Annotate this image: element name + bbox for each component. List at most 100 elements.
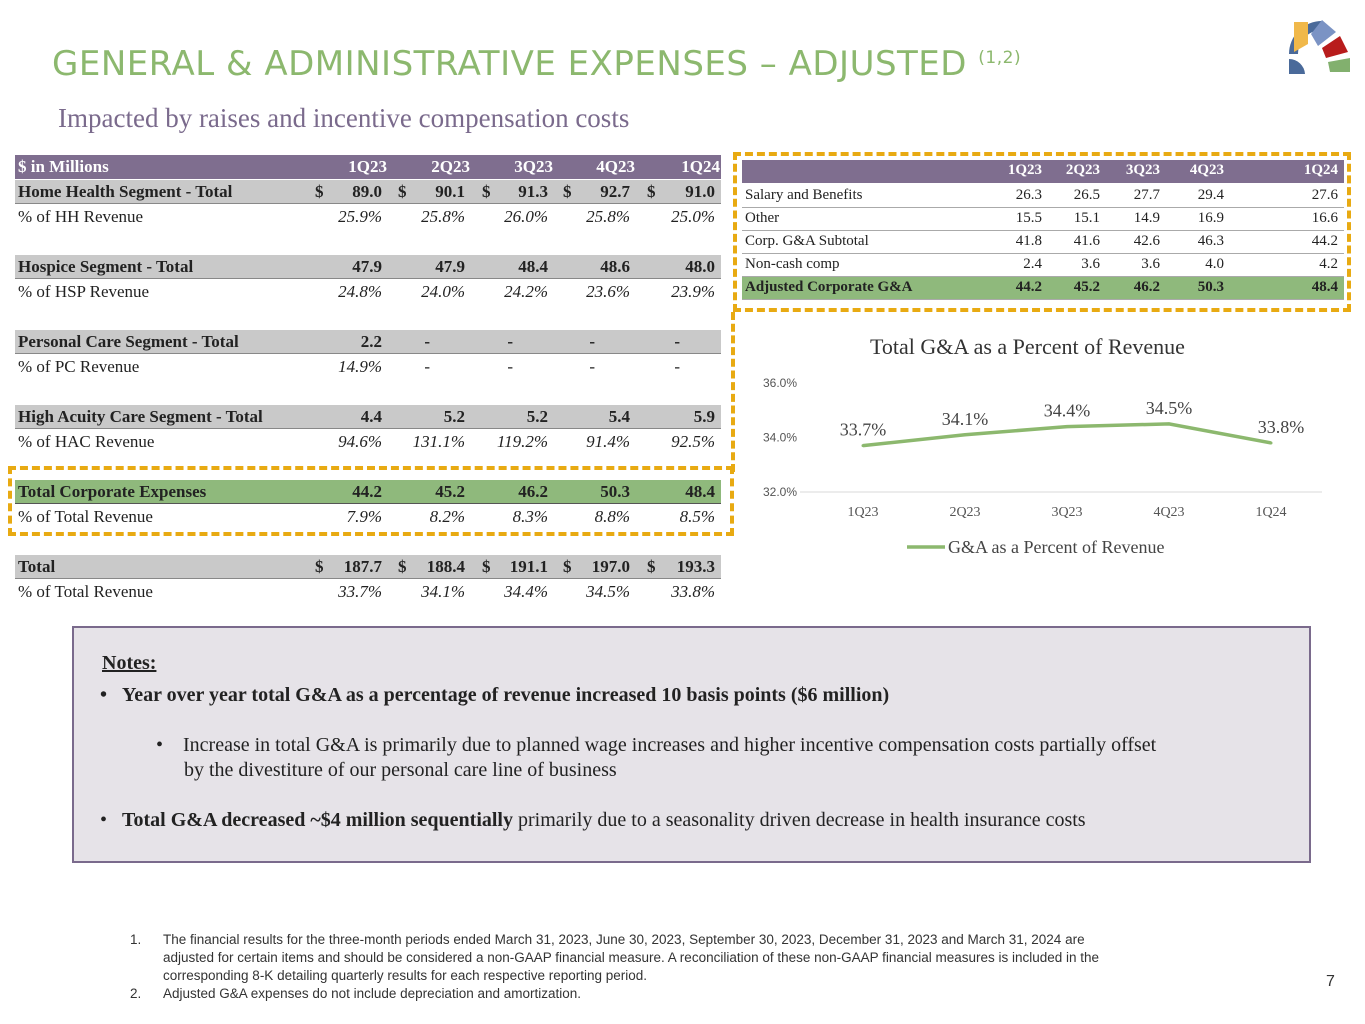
cell-value: 47.9 — [435, 257, 465, 276]
cell-value: - — [507, 357, 513, 376]
cell-value: 16.6 — [1311, 210, 1338, 226]
row-label: % of PC Revenue — [18, 357, 140, 376]
dollar-sign: $ — [647, 557, 656, 576]
dollar-sign: $ — [482, 557, 491, 576]
cell-value: - — [424, 332, 430, 351]
cell-value: 94.6% — [338, 432, 382, 451]
cell-value: 25.0% — [671, 207, 715, 226]
dollar-sign: $ — [563, 182, 572, 201]
cell-value: 24.8% — [338, 282, 382, 301]
cell-value: 15.5 — [1015, 210, 1042, 226]
x-tick-label: 1Q24 — [1255, 505, 1286, 520]
percent-row: % of HH Revenue 25.9% 25.8% 26.0% 25.8% 25.0% — [15, 205, 721, 229]
column-header: 1Q23 — [1007, 162, 1042, 178]
cell-value: 48.4 — [685, 482, 715, 501]
chart-title: Total G&A as a Percent of Revenue — [870, 334, 1185, 359]
percent-row: % of Total Revenue 7.9% 8.2% 8.3% 8.8% 8.5% — [15, 505, 721, 529]
cell-value: 14.9 — [1133, 210, 1160, 226]
row-label: % of HH Revenue — [18, 207, 144, 226]
cell-value: 15.1 — [1073, 210, 1100, 226]
row-label: Adjusted Corporate G&A — [745, 279, 913, 295]
y-tick-label: 36.0% — [763, 376, 797, 390]
company-logo — [1289, 20, 1350, 74]
dollar-sign: $ — [482, 182, 491, 201]
cell-value: 7.9% — [346, 507, 382, 526]
column-header: 2Q23 — [431, 157, 470, 176]
footnote-number: 1. — [130, 932, 142, 947]
cell-value: - — [424, 357, 430, 376]
row-label: Total — [18, 557, 56, 576]
total-row: Total $187.7 $188.4 $191.1 $197.0 $193.3 — [15, 555, 721, 579]
cell-value: 8.2% — [429, 507, 465, 526]
corporate-row: Adjusted Corporate G&A 44.2 45.2 46.2 50.3 48… — [742, 277, 1344, 300]
cell-value: 8.5% — [679, 507, 715, 526]
percent-row: % of HSP Revenue 24.8% 24.0% 24.2% 23.6% 23.9… — [15, 280, 721, 304]
data-label: 34.1% — [942, 409, 989, 429]
data-label: 33.8% — [1258, 417, 1305, 437]
percent-row: % of Total Revenue 33.7% 34.1% 34.4% 34.5% 33… — [15, 580, 721, 604]
highlight-connector — [731, 312, 735, 472]
row-label: Non-cash comp — [745, 256, 840, 272]
cell-value: - — [674, 357, 680, 376]
cell-value: 5.9 — [693, 407, 715, 426]
cell-value: 131.1% — [412, 432, 465, 451]
column-header: 4Q23 — [1189, 162, 1224, 178]
units-label: $ in Millions — [18, 157, 109, 176]
row-label: % of Total Revenue — [18, 582, 153, 601]
cell-value: 48.4 — [1311, 279, 1338, 295]
total-row: Hospice Segment - Total 47.9 47.9 48.4 48.6 4… — [15, 255, 721, 279]
data-point — [1167, 422, 1171, 426]
highlight-box-corporate — [8, 466, 734, 536]
cell-value: 45.2 — [435, 482, 465, 501]
cell-value: 8.3% — [512, 507, 548, 526]
cell-value: - — [507, 332, 513, 351]
cell-value: 27.7 — [1133, 187, 1160, 203]
column-header: 2Q23 — [1065, 162, 1100, 178]
cell-value: - — [589, 332, 595, 351]
footnote-number: 2. — [130, 986, 142, 1001]
page-title: GENERAL & ADMINISTRATIVE EXPENSES – ADJU… — [52, 44, 1022, 84]
cell-value: 46.3 — [1197, 233, 1224, 249]
dollar-sign: $ — [315, 182, 324, 201]
footnotes: 1. The financial results for the three-mo… — [130, 931, 1099, 1003]
x-tick-label: 4Q23 — [1153, 505, 1184, 520]
cell-value: 25.8% — [421, 207, 465, 226]
cell-value: 25.9% — [338, 207, 382, 226]
cell-value: 90.1 — [435, 182, 465, 201]
data-point — [861, 444, 865, 448]
row-label: Hospice Segment - Total — [18, 257, 194, 276]
x-tick-label: 2Q23 — [949, 505, 980, 520]
footnote-line: corresponding 8-K detailing quarterly re… — [163, 968, 648, 983]
row-label: Total Corporate Expenses — [18, 482, 207, 501]
cell-value: 41.8 — [1015, 233, 1042, 249]
dollar-sign: $ — [315, 557, 324, 576]
cell-value: 2.4 — [1023, 256, 1042, 272]
cell-value: 44.2 — [1311, 233, 1338, 249]
notes-box: Notes: • Year over year total G&A as a p… — [72, 626, 1311, 863]
cell-value: 44.2 — [1015, 279, 1042, 295]
total-row: Home Health Segment - Total $89.0 $90.1 $91… — [15, 180, 721, 204]
cell-value: 50.3 — [600, 482, 630, 501]
x-tick-label: 1Q23 — [847, 505, 878, 520]
cell-value: 91.4% — [586, 432, 630, 451]
cell-value: 4.4 — [360, 407, 382, 426]
total-row: High Acuity Care Segment - Total 4.4 5.2 5.… — [15, 405, 721, 429]
corporate-row: Salary and Benefits 26.3 26.5 27.7 29.4 27.6 — [742, 185, 1344, 208]
data-point — [963, 433, 967, 437]
cell-value: 23.6% — [586, 282, 630, 301]
cell-value: 41.6 — [1073, 233, 1100, 249]
cell-value: 48.6 — [600, 257, 630, 276]
cell-value: 46.2 — [518, 482, 548, 501]
cell-value: 23.9% — [671, 282, 715, 301]
footnote: 2. Adjusted G&A expenses do not include d… — [130, 985, 1099, 1003]
column-header: 3Q23 — [1125, 162, 1160, 178]
cell-value: 47.9 — [352, 257, 382, 276]
column-header: 3Q23 — [514, 157, 553, 176]
row-label: % of HAC Revenue — [18, 432, 155, 451]
percent-row: % of HAC Revenue 94.6% 131.1% 119.2% 91.4% 92… — [15, 430, 721, 454]
column-header: 1Q23 — [348, 157, 387, 176]
row-label: Salary and Benefits — [745, 187, 863, 203]
cell-value: 5.4 — [608, 407, 630, 426]
cell-value: 197.0 — [591, 557, 630, 576]
cell-value: 33.8% — [671, 582, 715, 601]
